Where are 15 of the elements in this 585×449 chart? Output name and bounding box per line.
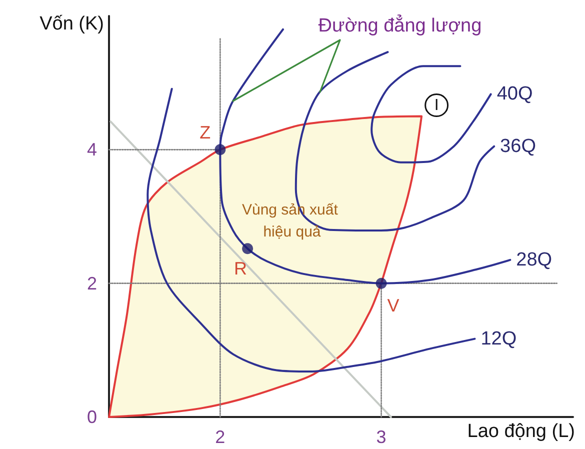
y-axis-title: Vốn (K) xyxy=(40,14,104,34)
annotation: Đường đẳng lượng xyxy=(318,14,482,36)
y-tick-label: 4 xyxy=(86,140,97,160)
annotation: R xyxy=(234,258,248,279)
y-tick-label: 2 xyxy=(86,273,97,294)
annotation: I xyxy=(434,96,439,114)
annotation: Z xyxy=(200,122,211,143)
series-label: 40Q xyxy=(496,84,533,105)
annotation: V xyxy=(387,295,400,316)
series-label: 28Q xyxy=(516,249,552,270)
series-label: 36Q xyxy=(500,136,536,157)
y-tick-label: 0 xyxy=(86,407,97,427)
series-label: 12Q xyxy=(480,328,517,350)
x-axis-title: Lao động (L) xyxy=(467,421,575,442)
x-tick-label: 3 xyxy=(376,427,386,447)
